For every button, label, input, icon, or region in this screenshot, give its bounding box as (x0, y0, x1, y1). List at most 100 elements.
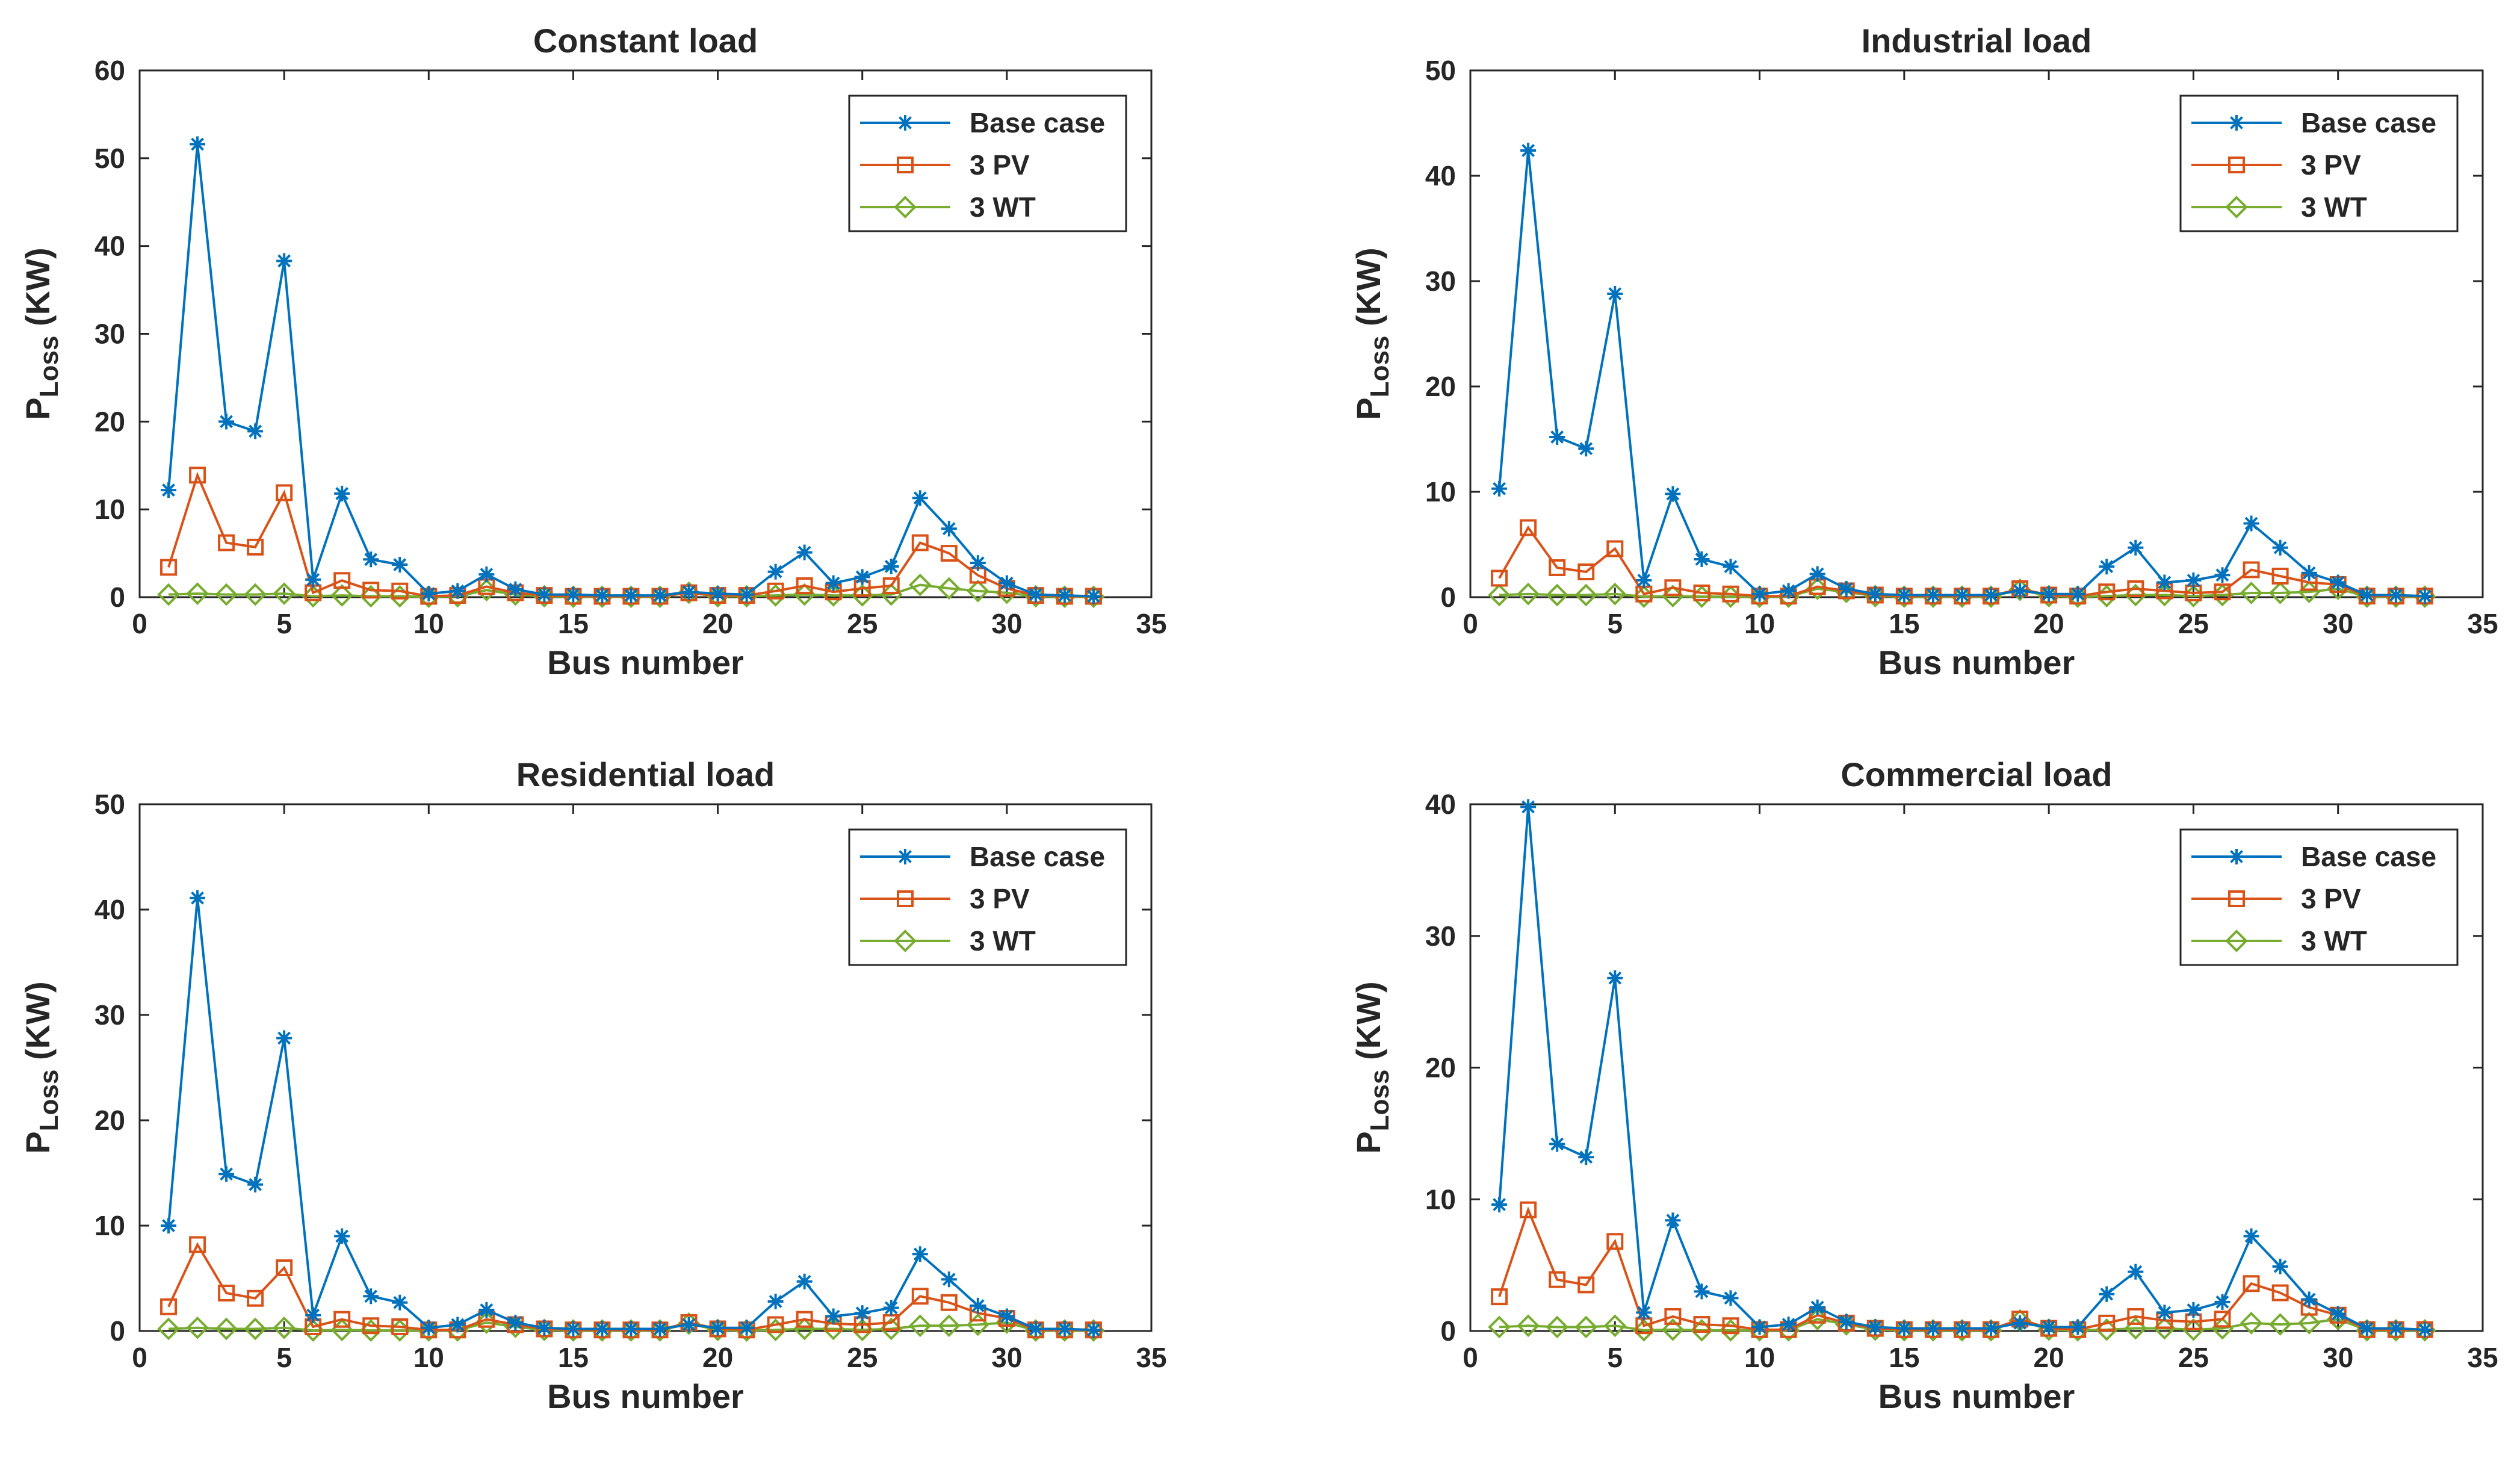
data-point (825, 1308, 841, 1324)
data-point (2416, 588, 2433, 604)
data-point (1751, 1319, 1768, 1335)
legend-item: 3 WT (2191, 925, 2367, 957)
data-point (911, 534, 929, 551)
data-point (967, 579, 989, 603)
data-point (273, 1316, 296, 1339)
legend-item: 3 WT (2191, 191, 2367, 223)
data-point (1520, 799, 1537, 815)
data-point (2271, 568, 2289, 585)
data-point (623, 588, 639, 604)
data-point (594, 588, 610, 604)
data-point (767, 563, 784, 580)
data-point (1751, 586, 1768, 602)
y-axis-label-unit: (KW) (19, 981, 57, 1069)
data-point (1838, 1314, 1854, 1330)
data-point (1693, 585, 1710, 601)
data-point (507, 1315, 524, 1330)
data-point (2268, 1313, 2292, 1336)
y-tick-label: 40 (1425, 789, 1456, 820)
y-tick-label: 10 (1425, 1183, 1456, 1215)
y-axis-label-unit: (KW) (19, 247, 57, 335)
data-point (2297, 1312, 2321, 1335)
data-point (247, 423, 264, 439)
legend-label: 3 WT (2301, 925, 2367, 957)
data-point (2041, 1319, 2057, 1335)
data-point (334, 485, 350, 501)
data-point (218, 1166, 235, 1182)
data-point (1085, 1322, 1101, 1338)
x-tick-label: 25 (2178, 1342, 2209, 1373)
y-axis-label: PLoss (KW) (19, 247, 64, 420)
data-point (247, 1176, 264, 1193)
data-point (1085, 588, 1101, 604)
data-point (2272, 1258, 2288, 1274)
y-tick-label: 50 (94, 789, 125, 820)
data-point (652, 588, 668, 604)
legend-marker (2225, 929, 2248, 952)
y-tick-label: 10 (94, 1210, 125, 1241)
data-point (1896, 1320, 1912, 1336)
legend: Base case 3 PV 3 WT (2179, 828, 2459, 966)
legend-label: Base case (2301, 107, 2436, 138)
y-axis-label-main: P (19, 1131, 57, 1153)
legend-marker (894, 929, 917, 952)
x-tick-label: 10 (413, 1342, 444, 1373)
data-point (186, 1316, 209, 1339)
legend-label: 3 WT (2301, 191, 2367, 223)
data-point (1607, 286, 1623, 302)
data-point (421, 586, 437, 602)
x-tick-label: 15 (558, 608, 589, 639)
data-point (1488, 1315, 1511, 1339)
data-point (2214, 1294, 2231, 1310)
data-point (2124, 1317, 2147, 1340)
data-point (2240, 1312, 2263, 1335)
data-point (912, 1246, 928, 1262)
data-point (2243, 515, 2259, 532)
data-point (161, 482, 177, 498)
x-tick-label: 35 (1136, 608, 1166, 639)
series-3-pv (160, 467, 1102, 605)
data-point (1027, 1321, 1044, 1337)
x-tick-label: 20 (2034, 1342, 2064, 1373)
data-point (2359, 587, 2375, 603)
data-point (1549, 429, 1565, 445)
legend-marker (897, 157, 914, 173)
legend-label: Base case (970, 841, 1105, 872)
data-point (937, 1314, 961, 1338)
chart-panel-1: Constant load 0 5 10 15 20 25 30 35 0 10 20 30 40 50 60… (19, 22, 1167, 681)
data-point (392, 1294, 408, 1311)
data-point (796, 1311, 813, 1328)
chart-title: Commercial load (1840, 755, 2112, 793)
data-point (276, 253, 293, 269)
series-3-pv (1491, 1201, 2433, 1338)
x-tick-label: 20 (2034, 608, 2064, 639)
data-point (1517, 582, 1540, 606)
data-point (882, 577, 900, 595)
y-axis-label: PLoss (KW) (1349, 247, 1395, 420)
data-point (1549, 559, 1566, 576)
data-point (273, 582, 296, 605)
data-point (363, 1288, 379, 1304)
chart-panel-3: Residential load 0 5 10 15 20 25 30 35 0 10 20 30 40 5… (19, 755, 1167, 1415)
data-point (160, 1298, 178, 1315)
data-point (1574, 1315, 1598, 1339)
y-axis-label-main: P (1349, 397, 1387, 420)
data-point (276, 1259, 293, 1276)
legend-box (848, 95, 1127, 232)
data-point (2012, 1315, 2028, 1331)
data-point (1056, 588, 1073, 604)
y-tick-label: 30 (94, 999, 125, 1031)
legend: Base case 3 PV 3 WT (848, 828, 1127, 966)
data-point (1520, 143, 1537, 158)
data-point (190, 136, 206, 152)
data-point (796, 577, 813, 595)
data-point (2012, 583, 2028, 599)
legend-label: 3 PV (2301, 883, 2361, 914)
legend-marker (2229, 849, 2244, 864)
data-point (478, 566, 495, 583)
data-point (710, 586, 726, 602)
data-point (1693, 1316, 1710, 1333)
data-point (854, 569, 870, 585)
y-tick-label: 40 (94, 894, 125, 925)
